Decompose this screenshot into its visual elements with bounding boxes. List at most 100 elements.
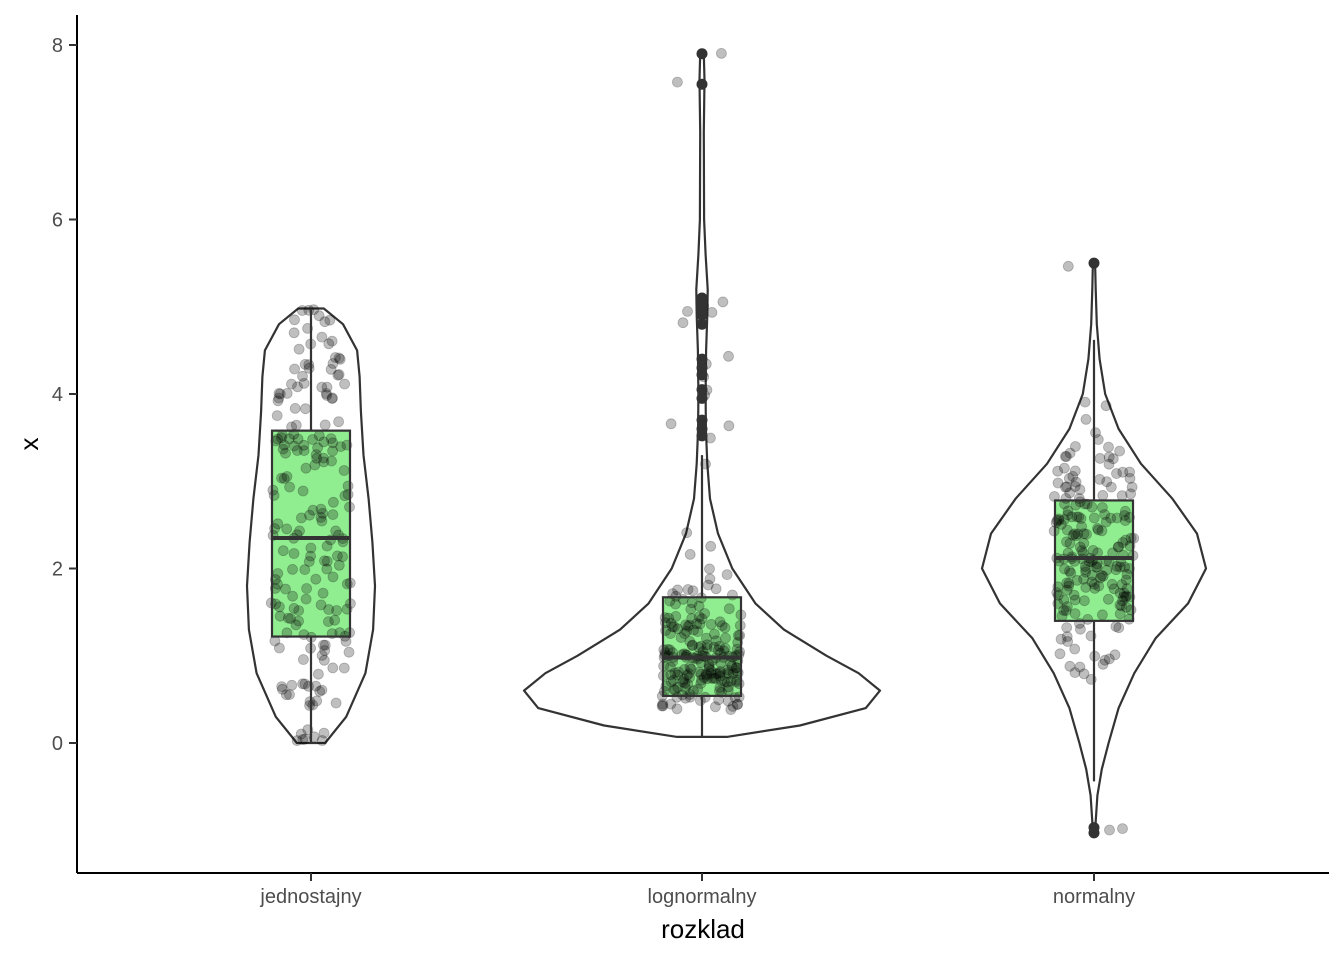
data-point [672, 584, 683, 596]
data-point [291, 445, 303, 456]
data-point [1095, 572, 1106, 584]
data-point [313, 310, 325, 322]
y-tick-label: 4 [52, 384, 63, 406]
data-point [318, 654, 330, 666]
data-point [293, 343, 305, 355]
data-point [684, 691, 696, 703]
data-point [288, 428, 300, 440]
data-point [289, 314, 300, 326]
data-point [319, 555, 330, 567]
data-point [1058, 594, 1070, 606]
data-point [682, 621, 694, 632]
data-point [1069, 608, 1081, 619]
data-point [1097, 609, 1108, 621]
data-point [716, 675, 727, 687]
data-point [272, 578, 283, 590]
data-point [322, 616, 334, 627]
data-point [1078, 668, 1090, 680]
data-point [723, 420, 735, 432]
data-point [284, 689, 295, 700]
data-point [714, 616, 726, 628]
data-point [669, 684, 681, 696]
data-point [700, 668, 712, 680]
data-point [1070, 441, 1081, 452]
data-point [1117, 595, 1128, 607]
data-point [1106, 578, 1118, 590]
data-point [1092, 524, 1104, 536]
data-point [1062, 636, 1073, 647]
data-point [696, 674, 707, 686]
data-point [288, 603, 300, 614]
data-point [1069, 465, 1081, 477]
data-point [1105, 512, 1117, 524]
data-point [297, 734, 309, 745]
data-point [277, 545, 289, 557]
data-point [682, 678, 694, 690]
data-point [706, 672, 717, 684]
data-point [278, 439, 290, 451]
data-point [708, 641, 720, 653]
data-point [1074, 541, 1086, 553]
data-point [703, 663, 715, 674]
data-point [723, 350, 734, 362]
data-point [684, 619, 695, 631]
data-point [305, 542, 317, 554]
data-point [716, 48, 727, 59]
box-normalny [1053, 499, 1135, 622]
data-point [296, 305, 308, 316]
data-point [327, 571, 339, 583]
data-point [300, 403, 311, 415]
data-point [1078, 573, 1089, 585]
data-point [1059, 498, 1070, 510]
data-point [714, 667, 726, 679]
data-point [679, 664, 690, 675]
data-point [298, 445, 310, 457]
data-point [280, 689, 292, 701]
data-point [321, 389, 333, 401]
data-point [1062, 260, 1074, 272]
data-point [670, 598, 681, 610]
data-point [281, 471, 293, 482]
data-point [708, 673, 720, 684]
data-point [272, 395, 284, 407]
data-point [295, 728, 307, 740]
data-point [702, 579, 714, 591]
data-point [1114, 599, 1126, 611]
data-point [327, 437, 339, 449]
data-point [1070, 476, 1082, 488]
data-point [337, 551, 349, 563]
data-point [333, 369, 345, 380]
data-point [1094, 452, 1106, 464]
data-point [1059, 563, 1070, 575]
data-point [681, 669, 693, 681]
data-point [704, 563, 715, 575]
x-tick-label: normalny [1053, 886, 1135, 908]
data-point [1087, 545, 1099, 556]
data-point [276, 472, 288, 484]
data-point [315, 503, 327, 515]
data-point [665, 617, 677, 629]
data-point [274, 388, 286, 400]
data-point [323, 338, 335, 350]
data-point [657, 700, 669, 712]
data-point [1097, 570, 1109, 582]
data-point [687, 585, 699, 597]
data-point [281, 627, 293, 639]
data-point [1111, 561, 1123, 572]
data-point [297, 370, 308, 382]
data-point [1103, 441, 1114, 453]
data-point [1117, 466, 1129, 478]
y-tick-label: 8 [52, 35, 63, 57]
data-point [309, 459, 321, 471]
data-point [1099, 654, 1111, 666]
data-point [717, 296, 729, 308]
data-point [673, 666, 684, 678]
data-point [304, 509, 315, 521]
data-point [694, 618, 706, 630]
data-point [1076, 545, 1088, 556]
data-point [335, 441, 347, 453]
data-point [290, 619, 302, 631]
data-point [1116, 579, 1128, 590]
data-point [714, 670, 726, 682]
data-point [317, 452, 329, 464]
